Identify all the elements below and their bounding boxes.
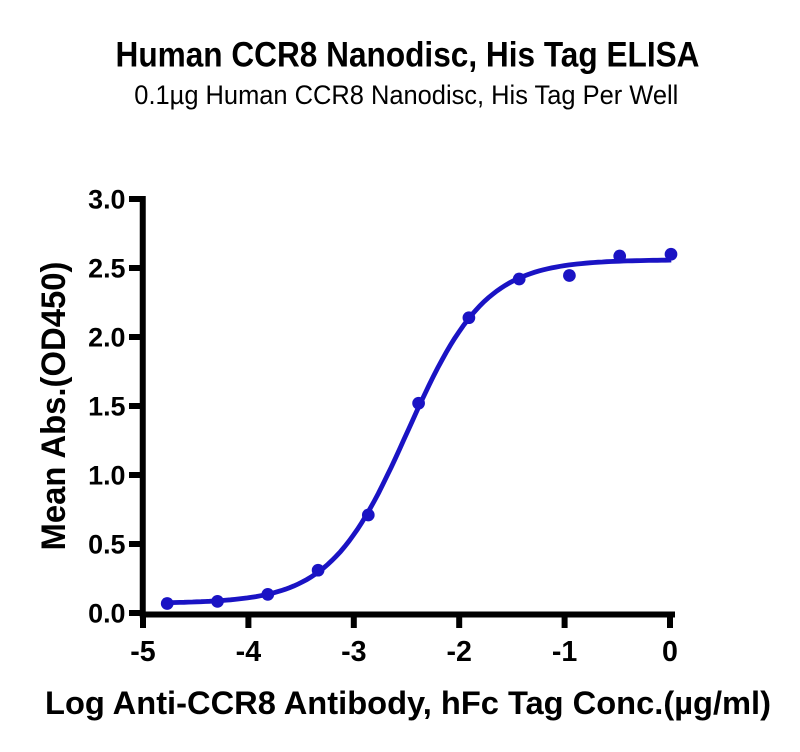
- svg-text:-2: -2: [446, 636, 471, 668]
- svg-text:-1: -1: [552, 636, 578, 668]
- svg-text:-5: -5: [130, 636, 156, 668]
- svg-text:Log Anti-CCR8 Antibody, hFc Ta: Log Anti-CCR8 Antibody, hFc Tag Conc.(µg…: [45, 684, 771, 721]
- svg-text:-3: -3: [341, 636, 366, 668]
- svg-text:2.5: 2.5: [88, 253, 125, 283]
- svg-text:Mean Abs.(OD450): Mean Abs.(OD450): [35, 262, 73, 551]
- svg-text:0.0: 0.0: [88, 598, 125, 628]
- svg-text:-4: -4: [236, 636, 262, 668]
- svg-text:1.5: 1.5: [88, 391, 125, 421]
- svg-text:2.0: 2.0: [88, 322, 125, 352]
- svg-text:0: 0: [662, 636, 678, 668]
- svg-text:Human CCR8 Nanodisc, His Tag E: Human CCR8 Nanodisc, His Tag ELISA: [116, 34, 700, 74]
- svg-text:1.0: 1.0: [88, 460, 125, 490]
- svg-text:3.0: 3.0: [88, 184, 125, 214]
- svg-text:0.1µg Human CCR8 Nanodisc, His: 0.1µg Human CCR8 Nanodisc, His Tag Per W…: [134, 80, 678, 110]
- svg-text:0.5: 0.5: [88, 529, 125, 559]
